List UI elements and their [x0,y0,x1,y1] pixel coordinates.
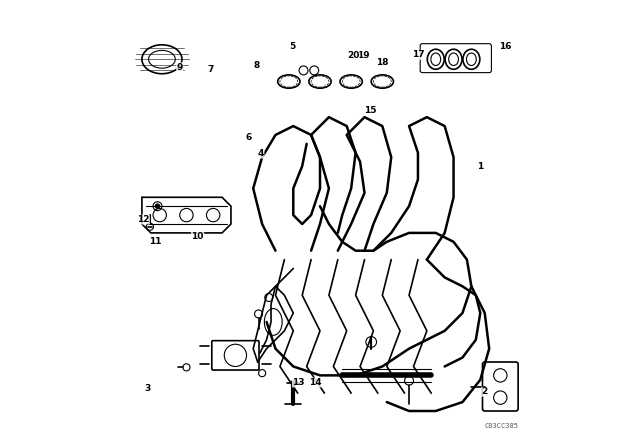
Text: 7: 7 [208,65,214,74]
Text: 20: 20 [347,51,359,60]
Text: C03CC385: C03CC385 [484,423,518,429]
Text: 14: 14 [309,378,322,387]
Text: 5: 5 [289,42,296,52]
Text: 18: 18 [376,58,388,67]
Text: 13: 13 [292,378,305,387]
Text: 8: 8 [253,60,260,69]
Text: 19: 19 [357,51,369,60]
Text: 9: 9 [177,63,183,72]
Text: 4: 4 [257,149,264,158]
Text: 3: 3 [144,384,150,393]
Circle shape [156,204,160,208]
Text: 10: 10 [191,232,204,241]
Text: 11: 11 [149,237,161,246]
Text: 2: 2 [482,388,488,396]
Text: 17: 17 [412,50,424,59]
Text: 15: 15 [364,106,376,115]
Text: 12: 12 [137,215,150,224]
Text: 16: 16 [499,42,511,52]
Text: 1: 1 [477,162,483,171]
Text: 6: 6 [246,133,252,142]
